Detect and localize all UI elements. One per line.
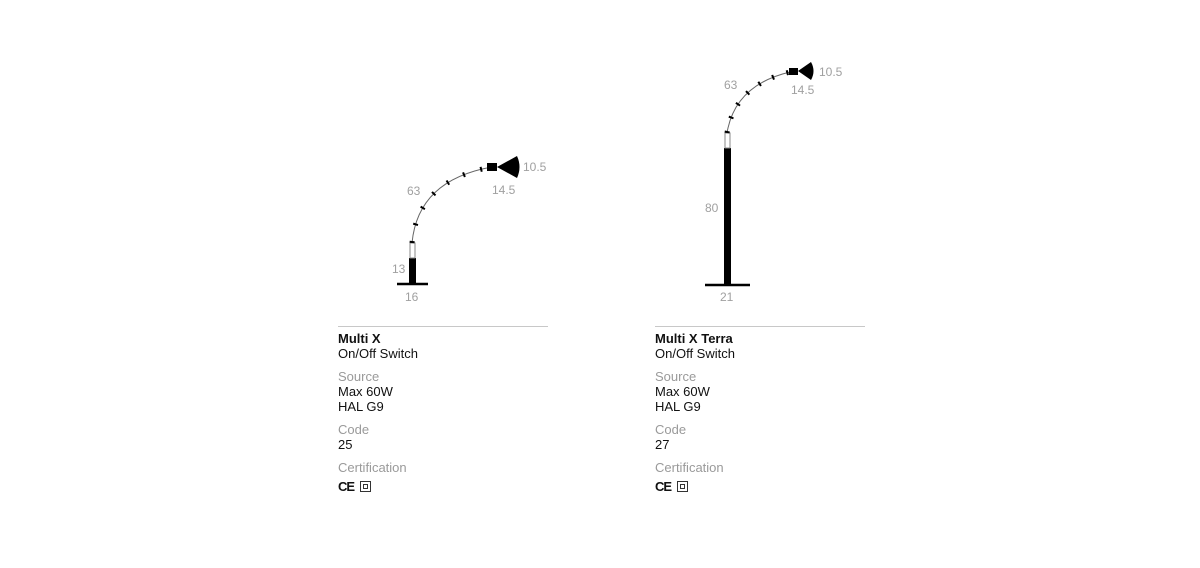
certification-label: Certification [338,460,407,475]
divider [655,326,865,327]
switch-type: On/Off Switch [338,346,418,361]
class-ii-double-insulation-icon [360,481,372,492]
arm-length-label: 63 [724,78,738,92]
source-label: Source [655,369,697,384]
certification-label: Certification [655,460,724,475]
shade-diameter-label: 10.5 [819,65,843,79]
product-name: Multi X [338,331,381,346]
divider [338,326,548,327]
ce-mark-icon: CE [655,479,672,494]
code-label: Code [338,422,370,437]
source-power: Max 60W [338,384,393,399]
source-bulb: HAL G9 [655,399,701,414]
code-label: Code [655,422,687,437]
height-label: 13 [392,262,406,276]
base-label: 16 [405,290,419,304]
shade-depth-label: 14.5 [791,83,815,97]
arm-length-label: 63 [407,184,421,198]
height-label: 80 [705,201,719,215]
base-label: 21 [720,290,734,304]
source-bulb: HAL G9 [338,399,384,414]
code-value: 27 [655,437,670,452]
product-name: Multi X Terra [655,331,733,346]
multi-x-terra-drawing [705,62,814,287]
code-value: 25 [338,437,353,452]
shade-depth-label: 14.5 [492,183,516,197]
product-card-multi-x-terra: Multi X Terra On/Off Switch Source Max 6… [655,326,865,494]
product-card-multi-x: Multi X On/Off Switch Source Max 60W HAL… [338,326,548,494]
class-ii-double-insulation-icon [677,481,689,492]
shade-diameter-label: 10.5 [523,160,547,174]
ce-mark-icon: CE [338,479,355,494]
switch-type: On/Off Switch [655,346,735,361]
source-label: Source [338,369,380,384]
source-power: Max 60W [655,384,710,399]
multi-x-drawing [397,156,520,286]
